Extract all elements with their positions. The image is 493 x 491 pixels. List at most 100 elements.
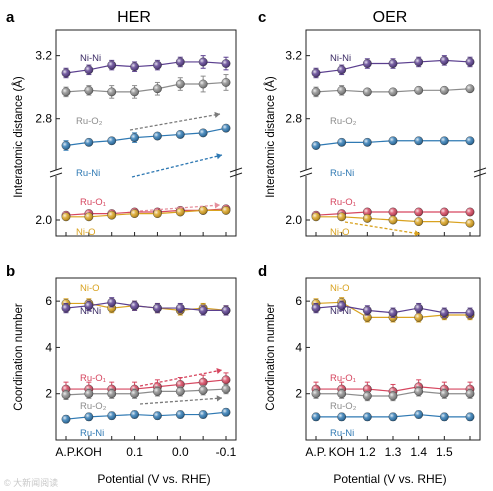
data-point-shine: [84, 212, 94, 221]
series-label: Ru-O₂: [76, 116, 103, 127]
data-point-shine: [221, 78, 231, 87]
series-runi: [311, 410, 475, 422]
data-point-shine: [61, 87, 71, 97]
data-point-shine: [440, 389, 449, 398]
data-point-shine: [107, 389, 116, 398]
data-point-shine: [130, 410, 139, 419]
panel-a-letter: a: [6, 9, 15, 26]
series-label: Ru-Ni: [80, 428, 104, 439]
panel-b-plot: 2 4 6 A.P. KOH 0.1 0.0 -0.1 Ni-O Ni-Ni Ru-O₁ Ru-O₂ R…: [45, 277, 237, 459]
data-point-shine: [153, 209, 162, 218]
x-tick-label: -0.1: [216, 445, 237, 459]
data-point-shine: [130, 62, 139, 71]
watermark: © 大新闻阅读: [4, 477, 58, 488]
data-point-shine: [153, 131, 162, 141]
data-point-shine: [337, 138, 346, 147]
series-ruo: [61, 74, 231, 99]
data-point-shine: [311, 389, 321, 398]
series-label: Ni-O: [76, 227, 96, 238]
panel-b-xlabel: Potential (V vs. RHE): [97, 472, 210, 486]
trend-arrow: [131, 154, 223, 178]
data-point-shine: [130, 389, 139, 398]
data-point-shine: [198, 57, 208, 67]
x-tick-label: KOH: [329, 445, 355, 459]
series-label: Ru-O₂: [330, 401, 357, 412]
y-tick-label: 4: [45, 340, 52, 354]
y-tick-label: 4: [295, 340, 302, 354]
series-ruo: [311, 386, 475, 402]
data-point-shine: [61, 414, 71, 424]
data-point-shine: [363, 207, 372, 217]
y-tick-label: 2.0: [285, 213, 302, 227]
y-tick-label: 3.2: [285, 49, 302, 63]
data-point-shine: [440, 56, 449, 65]
panel-a-title: HER: [117, 9, 151, 26]
panel-c-plot: 2.0 2.8 3.2 Ni-Ni Ru-O₂ Ru-Ni Ru-O₁ Ni-O: [285, 29, 487, 238]
y-tick-label: 2.8: [285, 112, 302, 126]
y-tick-label: 2: [295, 387, 302, 401]
series-nini: [61, 55, 231, 79]
data-point-shine: [130, 301, 139, 310]
data-point-shine: [221, 306, 231, 315]
series-runi: [61, 407, 231, 424]
x-tick-label: 1.5: [436, 445, 453, 459]
series-ruo: [311, 84, 475, 98]
data-point-shine: [221, 123, 231, 133]
panel-b-letter: b: [6, 263, 15, 280]
series-runi: [61, 123, 231, 151]
series-nio: [311, 212, 475, 228]
data-point-shine: [337, 301, 346, 310]
panel-b-frame: [55, 277, 237, 441]
data-point-shine: [388, 207, 398, 217]
data-point-shine: [311, 412, 321, 422]
x-tick-label: A.P.: [55, 445, 76, 459]
data-point-shine: [176, 57, 185, 67]
panel-a-ylabel: Interatomic distance (Å): [12, 76, 25, 198]
data-point-shine: [198, 206, 208, 215]
data-point-shine: [440, 86, 449, 95]
series-label: Ru-O₂: [80, 401, 107, 412]
data-point-shine: [84, 301, 94, 310]
series-nio: [61, 205, 231, 222]
data-point-shine: [311, 87, 321, 97]
axis-break-mark: [473, 167, 487, 173]
trend-arrowhead: [414, 230, 420, 237]
panel-a-plot: 2.0 2.8 3.2 Ni-Ni Ru-O₂ Ru-Ni Ru-O₁ Ni-O: [35, 29, 243, 238]
data-point-shine: [107, 136, 116, 145]
series-label: Ni-O: [330, 283, 350, 294]
axis-break-mark: [49, 172, 63, 178]
data-point-shine: [440, 217, 449, 226]
y-tick-label: 2.8: [35, 112, 52, 126]
data-point-shine: [61, 390, 71, 400]
data-point-shine: [465, 412, 475, 422]
data-point-shine: [414, 313, 423, 322]
panel-d-letter: d: [258, 263, 267, 280]
data-point-shine: [61, 212, 71, 221]
axis-break-mark: [299, 167, 313, 173]
data-point-shine: [465, 136, 475, 145]
data-point-shine: [84, 412, 94, 422]
series-runi: [311, 136, 475, 150]
series-nini: [311, 300, 475, 318]
panel-c-letter: c: [258, 9, 266, 26]
data-point-shine: [414, 387, 423, 396]
series-label: Ru-Ni: [330, 428, 354, 439]
series-nini: [311, 55, 475, 79]
panel-d-plot: 2 4 6 A.P. KOH 1.2 1.3 1.4 1.5 Ni-O Ni-Ni Ru-O₁ Ru-O…: [295, 277, 481, 459]
data-point-shine: [414, 86, 423, 95]
x-tick-label: 0.0: [172, 445, 189, 459]
data-point-shine: [414, 207, 423, 217]
data-point-shine: [176, 410, 185, 419]
data-point-shine: [221, 206, 231, 215]
data-point-shine: [465, 57, 475, 67]
data-point-shine: [388, 215, 398, 225]
data-point-shine: [198, 386, 208, 395]
data-point-shine: [363, 391, 372, 401]
data-point-shine: [84, 138, 94, 147]
series-label: Ru-O₂: [330, 116, 357, 127]
data-point-shine: [337, 65, 346, 75]
data-point-shine: [388, 87, 398, 97]
data-point-shine: [176, 79, 185, 89]
trend-arrow: [139, 397, 223, 405]
